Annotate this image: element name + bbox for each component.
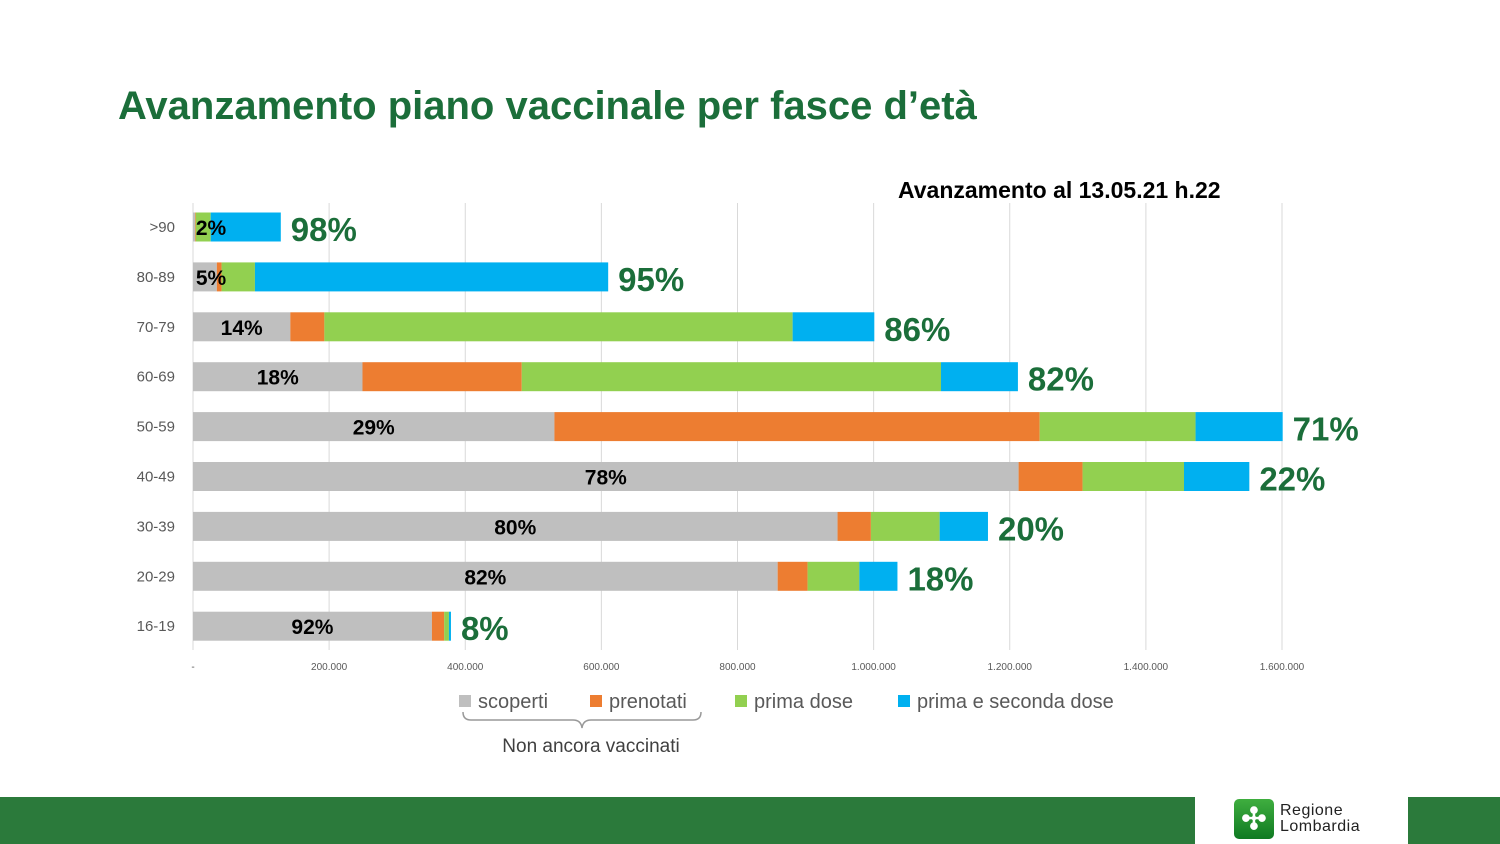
x-tick-label: 1.200.000 xyxy=(988,662,1033,673)
category-label: 60-69 xyxy=(137,369,175,386)
category-label: >90 xyxy=(150,219,175,236)
bar-segment-scoperti xyxy=(193,561,778,591)
x-tick-label: 800.000 xyxy=(719,662,756,673)
x-tick-label: 200.000 xyxy=(311,662,348,673)
bar-segment-prima-dose xyxy=(324,312,793,342)
bar-segment-prenotati xyxy=(195,212,196,242)
x-tick-label: 400.000 xyxy=(447,662,484,673)
legend-label: prima dose xyxy=(754,691,853,713)
bar-segment-prenotati xyxy=(777,561,808,591)
bar-segment-prenotati xyxy=(1018,462,1083,491)
not-vaccinated-percent-label: 29% xyxy=(353,417,395,440)
not-vaccinated-percent-label: 2% xyxy=(196,217,227,240)
category-label: 40-49 xyxy=(137,469,175,486)
page-title: Avanzamento piano vaccinale per fasce d’… xyxy=(118,84,977,128)
bar-segment-prima-e-seconda-dose xyxy=(1183,462,1250,491)
bar-segment-prima-e-seconda-dose xyxy=(210,212,281,242)
logo-line-1: Regione xyxy=(1280,802,1344,819)
legend-label: prima e seconda dose xyxy=(917,691,1114,713)
footer-band-right xyxy=(1408,797,1500,844)
bar-segment-prima-dose xyxy=(1082,462,1184,491)
bar-segment-prenotati xyxy=(216,262,222,292)
vaccinated-percent-label: 86% xyxy=(884,311,950,348)
x-tick-label: 600.000 xyxy=(583,662,620,673)
category-label: 50-59 xyxy=(137,419,175,436)
category-label: 20-29 xyxy=(137,568,175,585)
bar-segment-prima-dose xyxy=(870,511,940,541)
bar-segment-scoperti xyxy=(193,412,555,442)
vaccinated-percent-label: 71% xyxy=(1293,411,1359,448)
bar-segment-prima-dose xyxy=(444,611,449,641)
not-vaccinated-percent-label: 80% xyxy=(494,516,536,539)
bar-segment-prima-e-seconda-dose xyxy=(1195,412,1283,442)
legend-label: scoperti xyxy=(478,691,548,713)
not-vaccinated-percent-label: 78% xyxy=(585,467,627,490)
category-label: 80-89 xyxy=(137,269,175,286)
category-label: 30-39 xyxy=(137,518,175,535)
bar-segment-scoperti xyxy=(193,262,217,292)
not-vaccinated-percent-label: 5% xyxy=(196,267,227,290)
vaccinated-percent-label: 95% xyxy=(618,261,684,298)
vaccinated-percent-label: 18% xyxy=(907,560,973,597)
bar-segment-prenotati xyxy=(554,412,1040,442)
not-vaccinated-percent-label: 82% xyxy=(464,566,506,589)
legend-label: prenotati xyxy=(609,691,687,713)
bar-segment-prima-e-seconda-dose xyxy=(941,362,1018,392)
bar-segment-prima-dose xyxy=(195,212,211,242)
x-tick-label: 1.600.000 xyxy=(1260,662,1305,673)
vaccinated-percent-label: 8% xyxy=(461,610,509,647)
bar-segment-scoperti xyxy=(193,312,291,342)
x-tick-label: 1.000.000 xyxy=(851,662,896,673)
bar-segment-prenotati xyxy=(290,312,325,342)
bar-segment-prima-e-seconda-dose xyxy=(254,262,609,292)
bar-segment-prima-e-seconda-dose xyxy=(939,511,988,541)
category-label: 70-79 xyxy=(137,319,175,336)
bar-segment-prima-dose xyxy=(221,262,255,292)
vaccinated-percent-label: 98% xyxy=(291,211,357,248)
legend-swatch-prenotati xyxy=(590,695,602,707)
bar-segment-scoperti xyxy=(193,362,363,392)
bar-segment-scoperti xyxy=(193,611,432,641)
bar-segment-prima-e-seconda-dose xyxy=(859,561,898,591)
legend-swatch-prima-e-seconda-dose xyxy=(898,695,910,707)
legend-group-label: Non ancora vaccinati xyxy=(502,736,679,757)
category-label: 16-19 xyxy=(137,618,175,635)
bar-segment-prima-dose xyxy=(521,362,942,392)
vaccinated-percent-label: 82% xyxy=(1028,361,1094,398)
bar-segment-prenotati xyxy=(431,611,445,641)
bar-segment-scoperti xyxy=(193,462,1019,491)
bar-segment-prima-e-seconda-dose xyxy=(448,611,451,641)
logo-rosa-camuna-icon: ✣ xyxy=(1234,799,1274,839)
not-vaccinated-percent-label: 18% xyxy=(257,367,299,390)
logo-line-2: Lombardia xyxy=(1280,818,1361,835)
footer-band-left xyxy=(0,797,1195,844)
bar-segment-prima-dose xyxy=(807,561,860,591)
x-tick-label: - xyxy=(191,662,194,673)
regione-lombardia-logo: ✣ Regione Lombardia xyxy=(1234,799,1360,839)
vaccinated-percent-label: 22% xyxy=(1259,461,1325,498)
vaccinated-percent-label: 20% xyxy=(998,510,1064,547)
group-brace xyxy=(462,711,702,729)
legend-swatch-prima-dose xyxy=(735,695,747,707)
not-vaccinated-percent-label: 14% xyxy=(221,317,263,340)
legend-swatch-scoperti xyxy=(459,695,471,707)
x-tick-label: 1.400.000 xyxy=(1124,662,1169,673)
bar-segment-prenotati xyxy=(362,362,522,392)
bar-segment-prima-dose xyxy=(1039,412,1196,442)
bar-segment-scoperti xyxy=(193,511,838,541)
chart-subtitle: Avanzamento al 13.05.21 h.22 xyxy=(898,177,1221,203)
bar-segment-prima-e-seconda-dose xyxy=(792,312,875,342)
bar-segment-prenotati xyxy=(837,511,871,541)
not-vaccinated-percent-label: 92% xyxy=(291,616,333,639)
bar-segment-scoperti xyxy=(193,212,196,242)
